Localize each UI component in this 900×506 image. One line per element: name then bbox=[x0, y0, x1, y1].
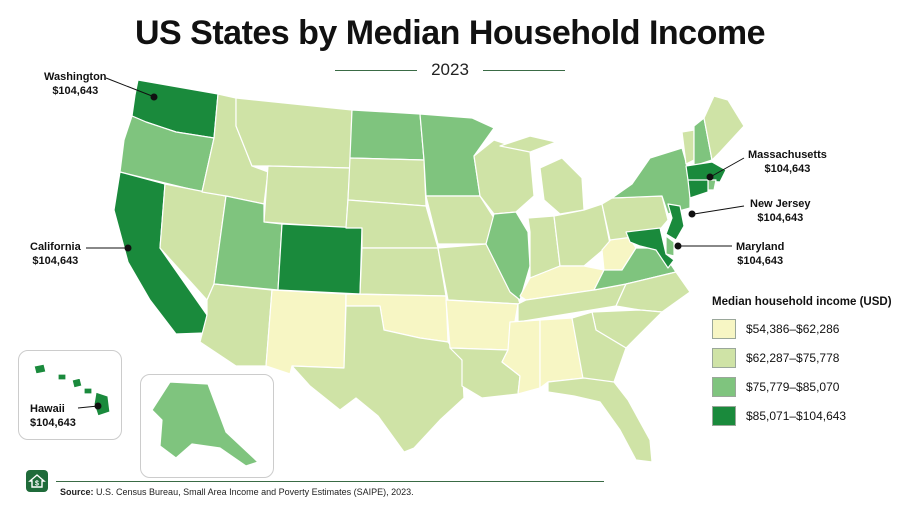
callout-hawaii: Hawaii $104,643 bbox=[30, 402, 76, 430]
legend-item: $54,386–$62,286 bbox=[712, 318, 892, 340]
house-dollar-icon: $ bbox=[26, 470, 48, 492]
state-hawaii[interactable] bbox=[33, 363, 111, 417]
callout-washington-value: $104,643 bbox=[52, 85, 99, 97]
california-dot bbox=[124, 244, 132, 252]
callout-hawaii-name: Hawaii bbox=[30, 403, 65, 415]
legend-swatch bbox=[712, 319, 736, 339]
state-rhode-island[interactable] bbox=[707, 179, 717, 191]
new-jersey-leader bbox=[693, 205, 745, 215]
legend-item: $85,071–$104,643 bbox=[712, 405, 892, 427]
state-kansas[interactable] bbox=[359, 247, 447, 297]
callout-hawaii-value: $104,643 bbox=[30, 417, 76, 429]
state-north-dakota[interactable] bbox=[349, 109, 425, 161]
state-delaware[interactable] bbox=[665, 235, 675, 257]
state-colorado[interactable] bbox=[277, 223, 363, 295]
legend-label: $62,287–$75,778 bbox=[746, 351, 840, 365]
callout-california-name: California bbox=[30, 241, 81, 253]
callout-california: California $104,643 bbox=[30, 240, 81, 268]
callout-massachusetts-value: $104,643 bbox=[764, 163, 811, 175]
state-arizona[interactable] bbox=[199, 283, 273, 367]
map-legend: Median household income (USD) $54,386–$6… bbox=[712, 296, 892, 434]
washington-dot bbox=[150, 93, 158, 101]
state-alaska[interactable] bbox=[151, 381, 259, 467]
state-new-mexico[interactable] bbox=[265, 289, 347, 375]
callout-massachusetts-name: Massachusetts bbox=[748, 149, 827, 161]
svg-text:$: $ bbox=[35, 481, 39, 488]
washington-leader bbox=[105, 77, 153, 97]
subtitle-year: 2023 bbox=[431, 60, 469, 79]
massachusetts-leader bbox=[711, 157, 745, 177]
hawaii-dot bbox=[94, 402, 102, 410]
subtitle-rule-left bbox=[335, 69, 418, 71]
state-arkansas[interactable] bbox=[445, 299, 519, 351]
legend-item: $75,779–$85,070 bbox=[712, 376, 892, 398]
legend-label: $75,779–$85,070 bbox=[746, 380, 840, 394]
legend-label: $85,071–$104,643 bbox=[746, 409, 847, 423]
state-massachusetts[interactable] bbox=[685, 161, 727, 183]
callout-washington: Washington $104,643 bbox=[44, 70, 107, 98]
state-new-jersey[interactable] bbox=[665, 203, 685, 241]
state-wyoming[interactable] bbox=[263, 165, 351, 229]
page-title: US States by Median Household Income bbox=[134, 14, 766, 52]
state-connecticut[interactable] bbox=[687, 179, 709, 199]
callout-washington-name: Washington bbox=[44, 71, 107, 83]
subtitle-rule-right bbox=[482, 69, 565, 71]
legend-label: $54,386–$62,286 bbox=[746, 322, 840, 336]
state-south-dakota[interactable] bbox=[347, 157, 427, 207]
footer-rule bbox=[56, 481, 604, 482]
new-jersey-dot bbox=[688, 210, 696, 218]
source-label: Source: bbox=[60, 487, 94, 497]
state-texas[interactable] bbox=[291, 305, 465, 453]
callout-maryland-name: Maryland bbox=[736, 241, 785, 253]
callout-california-value: $104,643 bbox=[32, 255, 79, 267]
callout-massachusetts: Massachusetts $104,643 bbox=[748, 148, 827, 176]
state-wisconsin[interactable] bbox=[473, 139, 535, 215]
legend-title: Median household income (USD) bbox=[712, 296, 892, 308]
source-note: Source: U.S. Census Bureau, Small Area I… bbox=[60, 487, 414, 497]
callout-new-jersey-value: $104,643 bbox=[757, 212, 804, 224]
legend-swatch bbox=[712, 348, 736, 368]
callout-new-jersey-name: New Jersey bbox=[750, 198, 811, 210]
legend-swatch bbox=[712, 406, 736, 426]
callout-maryland-value: $104,643 bbox=[737, 255, 784, 267]
callout-maryland: Maryland $104,643 bbox=[736, 240, 784, 268]
source-text: U.S. Census Bureau, Small Area Income an… bbox=[96, 487, 414, 497]
maryland-dot bbox=[674, 242, 682, 250]
state-maryland[interactable] bbox=[625, 227, 675, 269]
state-montana[interactable] bbox=[235, 97, 353, 169]
state-iowa[interactable] bbox=[425, 195, 495, 245]
callout-new-jersey: New Jersey $104,643 bbox=[750, 197, 811, 225]
state-florida[interactable] bbox=[547, 377, 653, 463]
state-maine[interactable] bbox=[703, 95, 745, 161]
massachusetts-dot bbox=[706, 173, 714, 181]
subtitle-row: 2023 bbox=[0, 60, 900, 80]
legend-item: $62,287–$75,778 bbox=[712, 347, 892, 369]
state-illinois[interactable] bbox=[485, 211, 531, 301]
legend-swatch bbox=[712, 377, 736, 397]
